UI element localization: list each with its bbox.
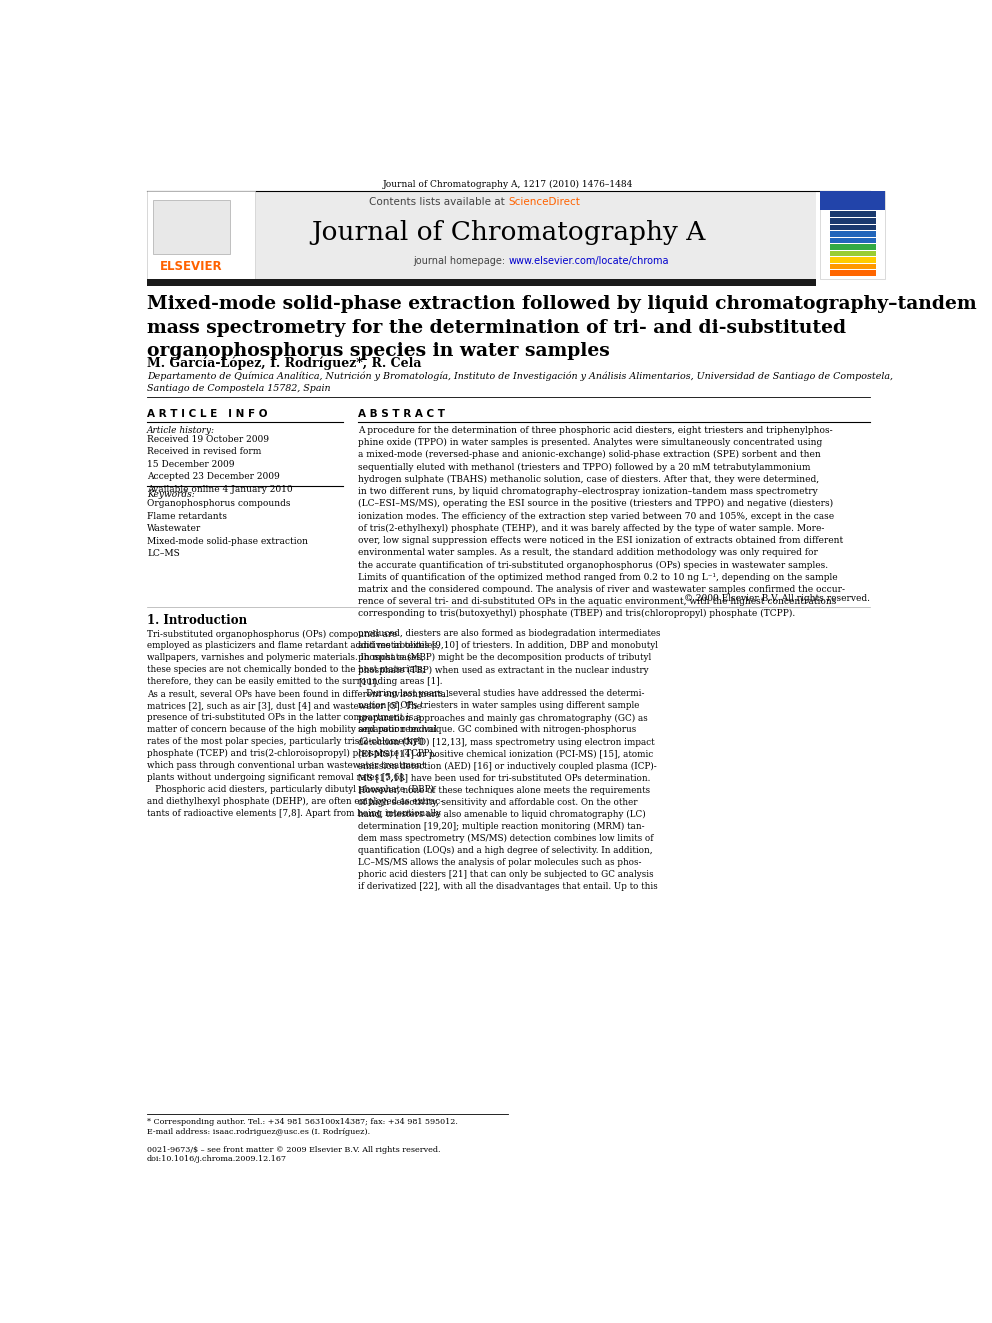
- Bar: [829, 270, 876, 277]
- Bar: [147, 192, 815, 279]
- Text: A R T I C L E   I N F O: A R T I C L E I N F O: [147, 409, 268, 419]
- Text: * Corresponding author. Tel.: +34 981 563100x14387; fax: +34 981 595012.: * Corresponding author. Tel.: +34 981 56…: [147, 1118, 458, 1126]
- Bar: [829, 218, 876, 224]
- Text: M. García-López, I. Rodríguez*, R. Cela: M. García-López, I. Rodríguez*, R. Cela: [147, 356, 422, 370]
- Text: © 2009 Elsevier B.V. All rights reserved.: © 2009 Elsevier B.V. All rights reserved…: [683, 594, 870, 603]
- Text: Keywords:: Keywords:: [147, 490, 194, 499]
- Text: E-mail address: isaac.rodriguez@usc.es (I. Rodríguez).: E-mail address: isaac.rodriguez@usc.es (…: [147, 1127, 370, 1135]
- Bar: [829, 232, 876, 237]
- Bar: [829, 212, 876, 217]
- Text: Organophosphorus compounds
Flame retardants
Wastewater
Mixed-mode solid-phase ex: Organophosphorus compounds Flame retarda…: [147, 499, 309, 558]
- Text: Article history:: Article history:: [147, 426, 215, 435]
- Bar: [829, 238, 876, 243]
- Bar: [829, 250, 876, 257]
- Text: ELSEVIER: ELSEVIER: [161, 259, 223, 273]
- Bar: [147, 279, 815, 286]
- Bar: [819, 192, 885, 209]
- Bar: [147, 192, 255, 279]
- Text: Tri-substituted organophosphorus (OPs) compounds are
employed as plasticizers an: Tri-substituted organophosphorus (OPs) c…: [147, 630, 448, 819]
- Text: Journal of Chromatography A: Journal of Chromatography A: [311, 220, 705, 245]
- Text: Received 19 October 2009
Received in revised form
15 December 2009
Accepted 23 D: Received 19 October 2009 Received in rev…: [147, 435, 293, 493]
- Bar: [829, 257, 876, 263]
- Bar: [819, 192, 885, 279]
- Text: Contents lists available at: Contents lists available at: [369, 197, 509, 208]
- Text: Departamento de Química Analítica, Nutrición y Bromatología, Instituto de Invest: Departamento de Química Analítica, Nutri…: [147, 372, 893, 393]
- Bar: [829, 245, 876, 250]
- Bar: [829, 225, 876, 230]
- Text: A B S T R A C T: A B S T R A C T: [358, 409, 445, 419]
- Text: A procedure for the determination of three phosphoric acid diesters, eight tries: A procedure for the determination of thr…: [358, 426, 845, 618]
- Text: 0021-9673/$ – see front matter © 2009 Elsevier B.V. All rights reserved.: 0021-9673/$ – see front matter © 2009 El…: [147, 1146, 440, 1154]
- Text: doi:10.1016/j.chroma.2009.12.167: doi:10.1016/j.chroma.2009.12.167: [147, 1155, 287, 1163]
- Bar: [829, 263, 876, 270]
- Text: www.elsevier.com/locate/chroma: www.elsevier.com/locate/chroma: [509, 255, 669, 266]
- Text: Journal of Chromatography A, 1217 (2010) 1476–1484: Journal of Chromatography A, 1217 (2010)…: [383, 180, 634, 189]
- Text: 1. Introduction: 1. Introduction: [147, 614, 247, 627]
- Text: Mixed-mode solid-phase extraction followed by liquid chromatography–tandem
mass : Mixed-mode solid-phase extraction follow…: [147, 295, 977, 360]
- Text: ScienceDirect: ScienceDirect: [509, 197, 580, 208]
- Bar: [153, 200, 230, 254]
- Text: produced, diesters are also formed as biodegradation intermediates
and metabolit: produced, diesters are also formed as bi…: [358, 630, 661, 890]
- Text: journal homepage:: journal homepage:: [413, 255, 509, 266]
